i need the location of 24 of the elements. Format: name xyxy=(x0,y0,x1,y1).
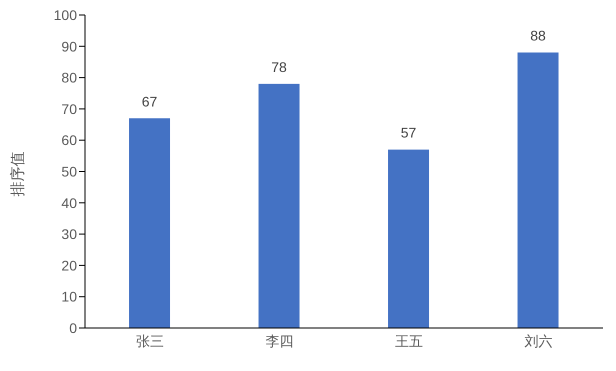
data-label: 57 xyxy=(400,124,417,141)
data-label: 78 xyxy=(271,58,288,75)
y-tick-label: 70 xyxy=(61,100,78,117)
data-label: 67 xyxy=(142,93,158,110)
bar xyxy=(258,84,300,328)
y-tick-label: 80 xyxy=(61,70,78,86)
x-tick-label: 李四 xyxy=(265,332,294,349)
y-axis-title: 排序值 xyxy=(9,152,26,196)
y-tick-label: 20 xyxy=(61,257,78,274)
y-tick-label: 0 xyxy=(69,320,78,336)
x-tick-label: 张三 xyxy=(136,332,164,349)
bar xyxy=(518,52,559,328)
x-tick-label: 刘六 xyxy=(524,332,552,349)
bar xyxy=(129,118,170,328)
data-label: 88 xyxy=(530,28,546,44)
y-tick-label: 60 xyxy=(61,132,78,148)
y-tick-label: 30 xyxy=(61,226,78,242)
y-tick-label: 100 xyxy=(54,6,78,23)
y-tick-label: 10 xyxy=(61,288,78,305)
y-tick-label: 40 xyxy=(61,194,78,211)
y-tick-label: 50 xyxy=(61,163,78,180)
bar xyxy=(388,150,430,328)
y-tick-label: 90 xyxy=(61,38,78,54)
x-tick-label: 王五 xyxy=(394,332,423,349)
